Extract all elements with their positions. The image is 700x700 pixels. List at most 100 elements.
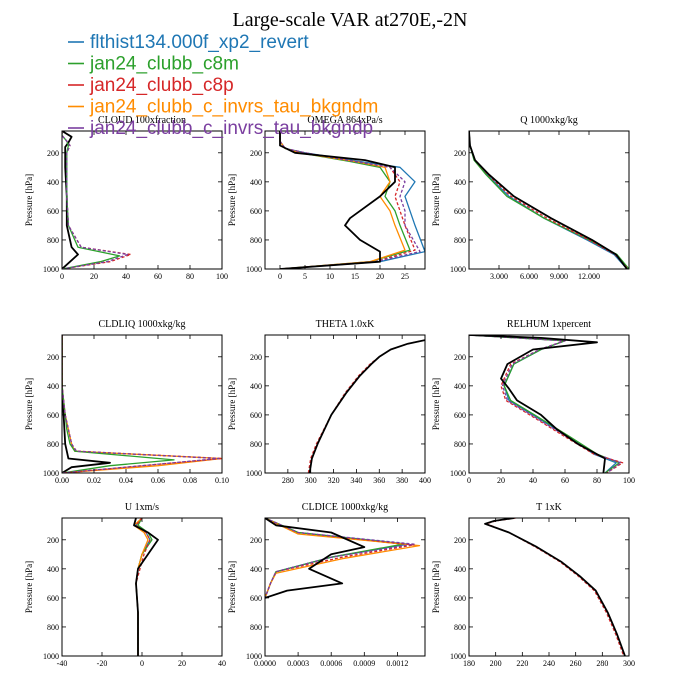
y-tick-label: 800	[47, 623, 59, 632]
series-group	[62, 335, 222, 473]
plot-frame	[468, 334, 630, 474]
x-tick-label: -40	[57, 659, 68, 668]
plot-frame	[61, 517, 223, 657]
y-tick-label: 600	[47, 411, 59, 420]
x-tick-label: 40	[122, 272, 130, 281]
plot-frame	[264, 130, 426, 270]
y-tick-label: 1000	[246, 265, 262, 274]
panel-title: U 1xm/s	[125, 502, 159, 513]
legend-entry: flthist134.000f_xp2_revert	[90, 32, 309, 53]
plot-frame	[61, 334, 223, 474]
x-tick-label: 40	[529, 476, 537, 485]
x-tick-label: 0.08	[183, 476, 197, 485]
x-tick-label: 12.000	[578, 272, 600, 281]
series-line-2	[265, 518, 421, 599]
y-tick-label: 400	[250, 178, 262, 187]
plot-frame	[264, 334, 426, 474]
x-tick-label: 0.0009	[353, 659, 375, 668]
y-tick-label: 400	[47, 178, 59, 187]
y-tick-label: 600	[47, 594, 59, 603]
series-line-4	[133, 518, 159, 656]
y-axis-label: Pressure [hPa]	[431, 561, 441, 613]
y-tick-label: 1000	[450, 469, 466, 478]
panel-title: CLOUD 100xfraction	[98, 115, 186, 126]
x-tick-label: 0.00	[55, 476, 69, 485]
y-tick-label: 1000	[246, 652, 262, 661]
panel-title: Q 1000xkg/kg	[520, 115, 578, 126]
x-tick-label: 60	[154, 272, 162, 281]
y-tick-label: 600	[454, 411, 466, 420]
y-tick-label: 600	[250, 594, 262, 603]
x-tick-label: 60	[561, 476, 569, 485]
series-line-3	[469, 335, 622, 473]
legend-entry: jan24_clubb_c_invrs_tau_bkgndp	[89, 118, 373, 139]
x-tick-label: 0.0003	[287, 659, 309, 668]
x-tick-label: 0.04	[119, 476, 133, 485]
y-tick-label: 1000	[43, 652, 59, 661]
y-axis-label: Pressure [hPa]	[24, 561, 34, 613]
x-tick-label: 240	[543, 659, 555, 668]
y-tick-label: 800	[47, 440, 59, 449]
y-tick-label: 400	[47, 565, 59, 574]
series-group	[469, 131, 629, 269]
y-tick-label: 800	[454, 623, 466, 632]
series-line-0	[62, 131, 79, 269]
series-line-0	[485, 518, 625, 656]
x-tick-label: 380	[396, 476, 408, 485]
figure-title: Large-scale VAR at270E,-2N	[233, 9, 468, 31]
series-line-2	[469, 335, 624, 473]
series-line-2	[62, 335, 175, 473]
series-line-1	[484, 518, 626, 656]
x-tick-label: 0.0012	[386, 659, 408, 668]
y-tick-label: 1000	[43, 265, 59, 274]
x-tick-label: 200	[490, 659, 502, 668]
x-tick-label: 20	[178, 659, 186, 668]
y-tick-label: 400	[250, 382, 262, 391]
series-group	[133, 518, 159, 656]
y-tick-label: 600	[250, 207, 262, 216]
x-tick-label: 0.06	[151, 476, 165, 485]
y-tick-label: 200	[47, 536, 59, 545]
panel-2: Q 1000xkg/kg Pressure [hPa] 200 400 600 800 10…	[431, 115, 630, 281]
x-tick-label: 100	[623, 476, 635, 485]
panel-title: THETA 1.0xK	[316, 319, 375, 330]
series-line-0	[307, 339, 425, 473]
series-line-5	[279, 131, 396, 269]
x-tick-label: 400	[419, 476, 431, 485]
y-tick-label: 800	[250, 440, 262, 449]
series-line-4	[265, 518, 415, 599]
series-line-3	[265, 518, 415, 599]
y-axis-label: Pressure [hPa]	[227, 378, 237, 430]
panel-title: RELHUM 1xpercent	[507, 319, 591, 330]
x-tick-label: 0.10	[215, 476, 229, 485]
y-tick-label: 200	[47, 353, 59, 362]
y-tick-label: 200	[250, 149, 262, 158]
x-tick-label: 3.000	[490, 272, 508, 281]
y-tick-label: 1000	[450, 265, 466, 274]
x-tick-label: 20	[90, 272, 98, 281]
x-tick-label: 220	[516, 659, 528, 668]
x-tick-label: 300	[623, 659, 635, 668]
x-tick-label: 280	[282, 476, 294, 485]
x-tick-label: 0	[140, 659, 144, 668]
x-tick-label: 20	[497, 476, 505, 485]
series-line-1	[308, 339, 425, 473]
y-tick-label: 800	[454, 236, 466, 245]
x-tick-label: 260	[570, 659, 582, 668]
series-group	[307, 339, 425, 473]
series-group	[484, 518, 626, 656]
panel-title: CLDLIQ 1000xkg/kg	[99, 319, 186, 330]
legend-entry: jan24_clubb_c8p	[89, 75, 234, 96]
y-tick-label: 200	[454, 353, 466, 362]
panel-4: THETA 1.0xK Pressure [hPa] 200 400 600 800 100…	[227, 319, 431, 485]
y-tick-label: 200	[250, 536, 262, 545]
y-axis-label: Pressure [hPa]	[227, 561, 237, 613]
y-tick-label: 400	[47, 382, 59, 391]
legend: flthist134.000f_xp2_revert jan24_clubb_c8…	[68, 32, 378, 139]
x-tick-label: 10	[326, 272, 334, 281]
y-axis-label: Pressure [hPa]	[24, 378, 34, 430]
